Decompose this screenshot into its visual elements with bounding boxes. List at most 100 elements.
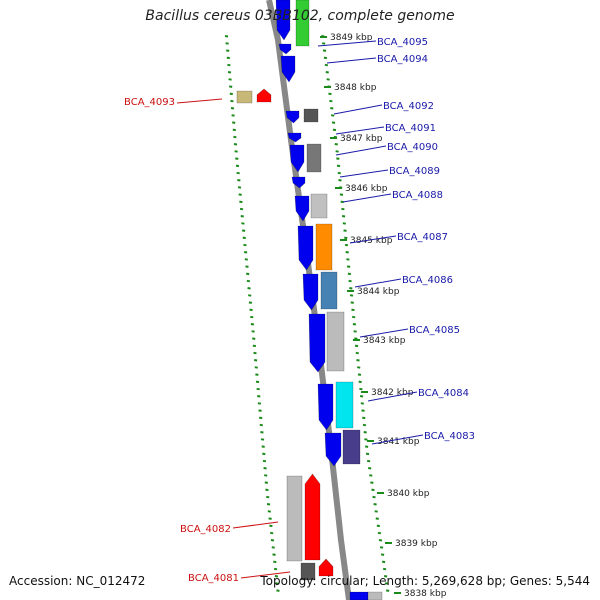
inner-tick: [230, 99, 234, 103]
cds-arrow: [324, 432, 342, 467]
outer-tick: [326, 78, 330, 81]
inner-tick: [234, 150, 238, 153]
outer-tick: [374, 510, 378, 513]
cog-bar: [326, 311, 345, 372]
inner-tick: [227, 63, 231, 67]
outer-tick: [354, 337, 358, 340]
kbp-label: 3842 kbp: [371, 388, 414, 398]
inner-tick: [226, 56, 230, 60]
cog-bar: [286, 475, 303, 562]
outer-tick: [383, 575, 388, 578]
inner-tick: [233, 143, 238, 146]
outer-tick: [366, 459, 371, 463]
inner-tick: [264, 474, 268, 477]
outer-tick: [321, 42, 326, 45]
inner-tick: [242, 236, 246, 240]
gene-leader-line: [359, 328, 409, 338]
inner-tick: [246, 279, 251, 283]
inner-tick: [237, 179, 241, 182]
cds-arrow: [291, 176, 306, 189]
genome-summary-text: Topology: circular; Length: 5,269,628 bp…: [260, 574, 590, 588]
inner-tick: [273, 567, 278, 571]
inner-tick: [241, 229, 246, 232]
inner-tick: [238, 193, 242, 196]
gene-features: [236, 0, 383, 600]
inner-tick: [265, 488, 269, 492]
outer-tick: [346, 265, 351, 268]
outer-tick: [345, 251, 349, 254]
inner-tick: [228, 78, 232, 81]
outer-tick: [385, 589, 390, 592]
outer-tick: [356, 359, 360, 362]
inner-tick: [233, 135, 237, 139]
gene-leader-line: [371, 434, 424, 445]
cog-bar: [306, 143, 322, 173]
outer-tick: [350, 301, 354, 304]
cog-bar: [300, 562, 316, 581]
outer-tick: [347, 272, 352, 276]
outer-tick: [322, 49, 327, 52]
cog-bar: [295, 0, 310, 47]
inner-tick: [250, 323, 255, 326]
gene-leader-line: [335, 145, 387, 156]
outer-tick: [357, 373, 362, 376]
inner-tick: [274, 575, 279, 578]
inner-tick: [269, 524, 273, 528]
outer-tick: [377, 531, 382, 535]
gene-leader-line: [354, 278, 402, 288]
inner-tick: [236, 171, 240, 175]
outer-tick: [339, 193, 344, 196]
outer-tick: [360, 402, 364, 405]
tick-rings: 3849 kbp 3848 kbp 3847 kbp 3846 kbp 3845 kbp…: [224, 33, 447, 599]
outer-tick: [362, 423, 367, 427]
cds-arrow: [318, 558, 334, 577]
gene-label: BCA_4094: [377, 54, 428, 65]
gene-label: BCA_4087: [397, 232, 448, 243]
inner-tick: [275, 582, 279, 585]
inner-tick: [235, 157, 239, 160]
gene-label: BCA_4082: [180, 524, 231, 535]
outer-tick: [330, 114, 335, 117]
inner-tick: [252, 344, 257, 348]
cds-arrow: [285, 110, 300, 124]
genome-title: Bacillus cereus 03BB102, complete genome: [145, 8, 455, 24]
outer-tick: [378, 539, 383, 542]
inner-tick: [259, 416, 263, 420]
inner-tick: [239, 207, 244, 211]
gene-label: BCA_4086: [402, 275, 453, 286]
inner-tick: [230, 107, 235, 110]
kbp-label: 3849 kbp: [330, 33, 373, 43]
gene-label: BCA_4088: [392, 190, 443, 201]
inner-tick: [260, 438, 265, 441]
inner-tick: [232, 128, 236, 132]
outer-tick: [359, 395, 364, 398]
inner-tick: [246, 272, 250, 276]
cds-arrow: [287, 132, 302, 143]
outer-tick: [382, 567, 387, 571]
kbp-label: 3841 kbp: [377, 437, 420, 447]
inner-tick: [259, 423, 263, 427]
inner-tick: [250, 315, 254, 319]
gene-leader-line: [349, 235, 397, 244]
inner-tick: [263, 467, 267, 470]
gene-label: BCA_4093: [124, 97, 175, 108]
kbp-label: 3839 kbp: [395, 539, 438, 549]
inner-tick: [245, 265, 249, 268]
gene-label: BCA_4092: [383, 101, 434, 112]
cds-arrow: [289, 144, 305, 173]
cds-arrow: [256, 88, 272, 103]
inner-tick: [249, 308, 253, 312]
gene-label: BCA_4089: [389, 166, 440, 177]
inner-tick: [267, 510, 271, 513]
inner-tick: [270, 531, 274, 535]
cog-bar: [310, 193, 328, 219]
outer-tick: [358, 380, 362, 384]
kbp-label: 3846 kbp: [345, 184, 388, 194]
inner-tick: [262, 452, 266, 456]
gene-leader-line: [326, 57, 377, 64]
inner-tick: [260, 431, 264, 434]
inner-tick: [258, 409, 262, 412]
outer-tick: [342, 222, 346, 225]
